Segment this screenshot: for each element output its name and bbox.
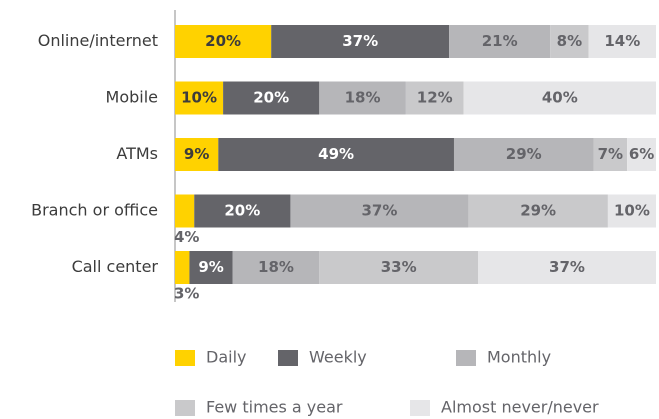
legend-swatch xyxy=(410,400,430,416)
data-label: 10% xyxy=(614,202,650,220)
data-label: 29% xyxy=(520,202,556,220)
bar-segment xyxy=(627,138,656,171)
bar-segment xyxy=(232,251,320,284)
data-label: 6% xyxy=(629,145,654,163)
bar-segment xyxy=(319,251,479,284)
category-label: Branch or office xyxy=(31,201,158,220)
bar-segment xyxy=(588,25,656,58)
data-label: 40% xyxy=(542,89,578,107)
legend-label: Almost never/never xyxy=(441,398,599,417)
data-label: 20% xyxy=(224,202,260,220)
bar-segment xyxy=(593,138,628,171)
category-label: Mobile xyxy=(106,88,158,107)
bar-segment xyxy=(223,81,320,115)
data-label: 21% xyxy=(482,32,518,50)
category-label: Call center xyxy=(72,257,159,276)
data-label: 4% xyxy=(174,228,199,246)
bar-segment xyxy=(478,251,656,284)
bar-segment xyxy=(607,194,656,228)
bar-segment xyxy=(271,25,450,58)
data-label: 37% xyxy=(549,258,585,276)
legend-label: Weekly xyxy=(309,348,367,367)
data-label: 33% xyxy=(381,258,417,276)
bar-segment xyxy=(449,25,551,58)
data-label: 9% xyxy=(184,145,209,163)
data-label: 29% xyxy=(506,145,542,163)
bar-segment xyxy=(405,81,464,115)
data-label: 37% xyxy=(361,202,397,220)
bar-segment xyxy=(189,251,233,284)
bar-segment xyxy=(194,194,291,228)
category-label: Online/internet xyxy=(38,31,158,50)
bar-segment xyxy=(319,81,406,115)
legend-label: Few times a year xyxy=(206,398,343,417)
bar-segment xyxy=(453,138,594,171)
data-label: 20% xyxy=(253,89,289,107)
category-label: ATMs xyxy=(116,144,158,163)
legend-swatch xyxy=(456,350,476,366)
legend-label: Monthly xyxy=(487,348,551,367)
bar-segment xyxy=(218,138,454,171)
data-label: 49% xyxy=(318,145,354,163)
bar-segment xyxy=(175,25,272,58)
bar-segment xyxy=(468,194,608,228)
data-label: 9% xyxy=(198,258,223,276)
data-label: 7% xyxy=(598,145,623,163)
data-label: 14% xyxy=(604,32,640,50)
bar-segment xyxy=(175,251,190,284)
bar-segment xyxy=(175,138,219,171)
data-label: 18% xyxy=(258,258,294,276)
legend-swatch xyxy=(175,400,195,416)
data-label: 10% xyxy=(181,89,217,107)
bar-segment xyxy=(550,25,589,58)
data-label: 8% xyxy=(557,32,582,50)
bar-segment xyxy=(175,81,224,115)
legend-swatch xyxy=(278,350,298,366)
data-label: 18% xyxy=(345,89,381,107)
legend-label: Daily xyxy=(206,348,246,367)
bar-segment xyxy=(290,194,469,228)
data-label: 3% xyxy=(174,285,199,303)
bar-segment xyxy=(463,81,656,115)
bar-segment xyxy=(175,194,195,228)
legend-swatch xyxy=(175,350,195,366)
data-label: 20% xyxy=(205,32,241,50)
data-label: 12% xyxy=(417,89,453,107)
data-label: 37% xyxy=(342,32,378,50)
